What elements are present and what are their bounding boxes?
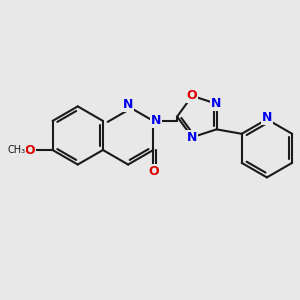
Text: N: N [262, 111, 272, 124]
Text: O: O [187, 89, 197, 102]
Text: O: O [24, 143, 34, 157]
Text: N: N [211, 97, 222, 110]
Text: N: N [151, 114, 161, 128]
Text: CH₃: CH₃ [8, 145, 26, 155]
Text: N: N [123, 98, 133, 111]
Text: O: O [148, 165, 159, 178]
Text: N: N [187, 131, 197, 144]
